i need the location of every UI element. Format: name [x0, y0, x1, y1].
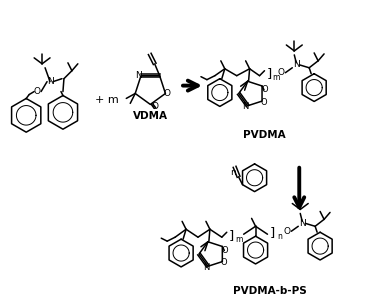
Text: ]: ] [267, 67, 272, 80]
Text: O: O [261, 98, 267, 107]
Text: N: N [47, 77, 54, 86]
Text: N: N [293, 60, 300, 69]
Text: O: O [152, 102, 159, 111]
Text: O: O [262, 85, 268, 95]
Text: O: O [164, 89, 171, 98]
Text: n: n [277, 232, 282, 241]
Text: + m: + m [95, 95, 118, 105]
Text: O: O [284, 227, 291, 236]
Text: m: m [273, 73, 280, 82]
Text: N: N [299, 219, 306, 228]
Text: m: m [235, 235, 242, 244]
Text: O: O [278, 68, 285, 77]
Text: ]: ] [270, 226, 275, 239]
Text: N: N [203, 263, 209, 272]
Text: ]: ] [229, 229, 234, 242]
Text: O: O [221, 258, 228, 267]
Text: O: O [34, 87, 41, 96]
Text: N: N [136, 71, 142, 80]
Text: PVDMA: PVDMA [243, 130, 286, 140]
Text: n: n [230, 168, 236, 177]
Text: N: N [242, 102, 249, 111]
Text: O: O [222, 246, 229, 255]
Text: PVDMA-b-PS: PVDMA-b-PS [233, 286, 306, 296]
Text: VDMA: VDMA [133, 111, 168, 121]
